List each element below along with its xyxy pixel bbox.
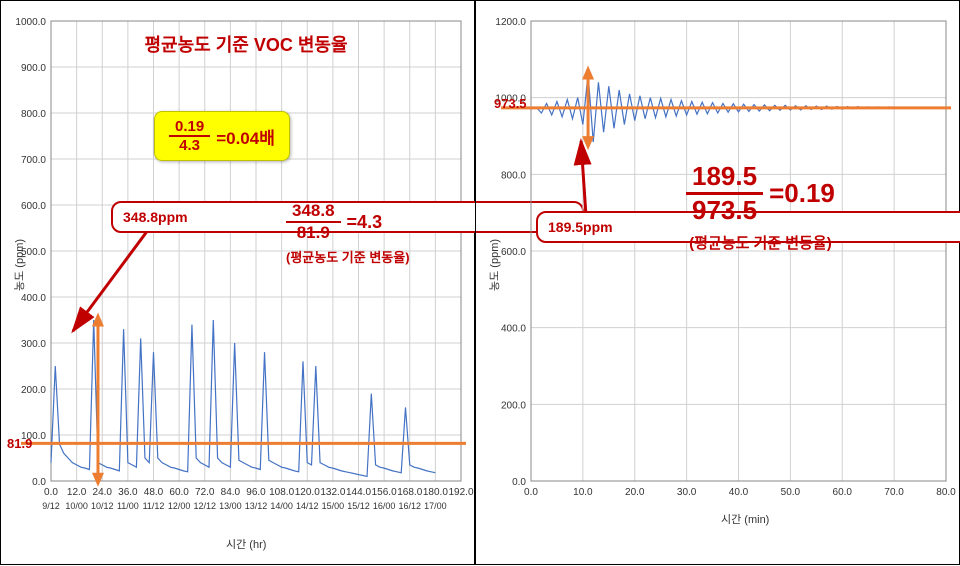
svg-text:11/00: 11/00 [117,501,139,511]
svg-text:900.0: 900.0 [21,63,46,74]
right-hline-label: 973.5 [494,96,527,111]
svg-text:40.0: 40.0 [729,487,749,498]
ratio-top: 0.19 [169,118,210,137]
svg-text:20.0: 20.0 [625,487,645,498]
svg-text:144.0: 144.0 [346,487,371,498]
svg-text:10/00: 10/00 [65,501,88,511]
ratio-highlight-box: 0.19 4.3 =0.04배 [154,111,290,161]
svg-text:12/00: 12/00 [168,501,191,511]
right-x-axis-label: 시간 (min) [721,511,769,527]
svg-text:12.0: 12.0 [67,487,87,498]
svg-text:120.0: 120.0 [295,487,320,498]
svg-text:24.0: 24.0 [93,487,113,498]
svg-text:1200.0: 1200.0 [495,17,526,28]
svg-text:13/12: 13/12 [245,501,268,511]
svg-text:80.0: 80.0 [936,487,956,498]
svg-text:700.0: 700.0 [21,155,46,166]
svg-text:600.0: 600.0 [501,247,526,258]
svg-text:96.0: 96.0 [246,487,266,498]
right-y-axis-label: 농도 (ppm) [486,239,502,291]
svg-text:17/00: 17/00 [424,501,447,511]
svg-text:50.0: 50.0 [781,487,801,498]
svg-text:800.0: 800.0 [21,109,46,120]
right-frac-result: =0.19 [769,178,835,209]
figure-container: 0.0100.0200.0300.0400.0500.0600.0700.080… [0,0,960,565]
svg-text:1000.0: 1000.0 [15,17,46,28]
svg-text:30.0: 30.0 [677,487,697,498]
svg-text:84.0: 84.0 [221,487,241,498]
svg-text:192.0: 192.0 [448,487,473,498]
right-frac-top: 189.5 [686,161,763,195]
ratio-result: =0.04배 [216,124,275,149]
right-chart-svg: 0.0200.0400.0600.0800.01000.01200.00.010… [476,1,960,566]
left-frac-bot: 81.9 [291,223,336,243]
svg-text:16/00: 16/00 [373,501,396,511]
svg-text:14/12: 14/12 [296,501,319,511]
svg-text:156.0: 156.0 [372,487,397,498]
right-main-fraction: 189.5 973.5 =0.19 (평균농도 기준 변동율) [686,161,835,253]
left-title: 평균농도 기준 VOC 변동율 [96,31,396,57]
svg-text:400.0: 400.0 [21,293,46,304]
svg-text:60.0: 60.0 [169,487,189,498]
ratio-bot: 4.3 [173,137,206,154]
svg-text:132.0: 132.0 [320,487,345,498]
left-frac-top: 348.8 [286,201,341,223]
svg-text:0.0: 0.0 [44,487,58,498]
svg-text:16/12: 16/12 [398,501,421,511]
svg-text:200.0: 200.0 [501,400,526,411]
right-frac-bot: 973.5 [686,195,763,226]
svg-text:108.0: 108.0 [269,487,294,498]
svg-text:180.0: 180.0 [423,487,448,498]
svg-text:0.0: 0.0 [524,487,538,498]
left-hline-label: 81.9 [7,436,32,451]
left-panel: 0.0100.0200.0300.0400.0500.0600.0700.080… [0,0,475,565]
left-subtitle: (평균농도 기준 변동율) [286,247,410,266]
svg-text:600.0: 600.0 [21,201,46,212]
svg-text:70.0: 70.0 [884,487,904,498]
left-peak-label: 348.8ppm [123,209,188,225]
svg-text:200.0: 200.0 [21,385,46,396]
svg-text:36.0: 36.0 [118,487,138,498]
svg-text:800.0: 800.0 [501,170,526,181]
svg-text:48.0: 48.0 [144,487,164,498]
svg-text:168.0: 168.0 [397,487,422,498]
right-subtitle: (평균농도 기준 변동율) [686,232,835,253]
left-frac-result: =4.3 [347,212,383,233]
left-y-axis-label: 농도 (ppm) [11,239,27,291]
right-panel: 0.0200.0400.0600.0800.01000.01200.00.010… [475,0,960,565]
svg-text:10.0: 10.0 [573,487,593,498]
svg-text:300.0: 300.0 [21,339,46,350]
svg-text:15/12: 15/12 [347,501,370,511]
svg-text:72.0: 72.0 [195,487,215,498]
left-x-axis-label: 시간 (hr) [226,536,266,552]
svg-text:13/00: 13/00 [219,501,242,511]
svg-text:11/12: 11/12 [143,501,165,511]
svg-text:60.0: 60.0 [833,487,853,498]
svg-text:400.0: 400.0 [501,324,526,335]
left-main-fraction: 348.8 81.9 =4.3 (평균농도 기준 변동율) [286,201,410,266]
svg-text:12/12: 12/12 [193,501,216,511]
svg-text:14/00: 14/00 [270,501,293,511]
svg-text:15/00: 15/00 [322,501,345,511]
svg-text:10/12: 10/12 [91,501,114,511]
right-peak-label: 189.5ppm [548,219,613,235]
svg-text:9/12: 9/12 [42,501,60,511]
left-chart-svg: 0.0100.0200.0300.0400.0500.0600.0700.080… [1,1,476,566]
